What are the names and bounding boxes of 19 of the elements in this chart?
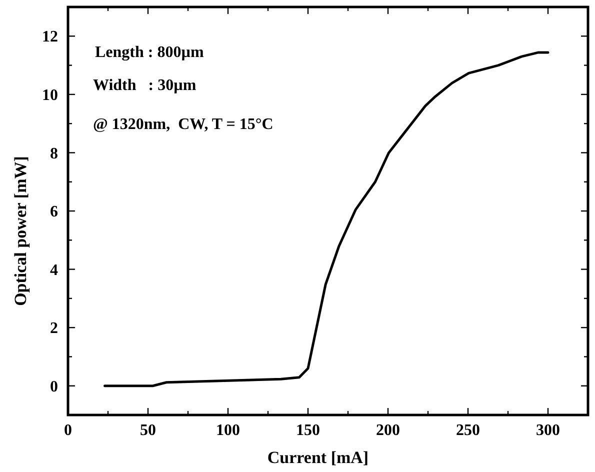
y-tick-label: 10 xyxy=(42,87,58,104)
x-tick-label: 50 xyxy=(140,422,156,439)
x-tick-label: 200 xyxy=(376,422,400,439)
y-tick-label: 2 xyxy=(50,320,58,338)
y-tick-label: 12 xyxy=(42,28,58,46)
x-tick-label: 100 xyxy=(216,422,240,439)
y-tick-label: 6 xyxy=(50,204,58,221)
y-tick-label: 4 xyxy=(50,262,58,279)
y-tick-label: 8 xyxy=(50,145,58,162)
annotation: Length : 800µm xyxy=(95,44,204,61)
y-axis-title: Optical power [mW] xyxy=(11,156,30,306)
annotation: @ 1320nm, CW, T = 15°C xyxy=(93,116,274,133)
x-tick-label: 0 xyxy=(64,422,72,439)
y-tick-label: 0 xyxy=(50,378,58,396)
x-axis-title: Current [mA] xyxy=(267,448,369,467)
x-tick-label: 300 xyxy=(536,422,560,439)
x-tick-label: 250 xyxy=(456,422,480,439)
x-tick-label: 150 xyxy=(296,422,320,439)
annotation: Width : 30µm xyxy=(93,77,197,94)
